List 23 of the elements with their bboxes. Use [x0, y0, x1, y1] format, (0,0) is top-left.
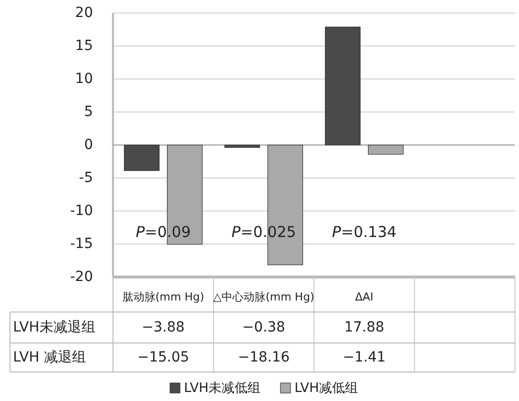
- annotation: P=0.134: [332, 223, 397, 242]
- y-tick-label: 15: [75, 38, 93, 54]
- x-tick-label: 肱动脉(mm Hg): [122, 290, 204, 303]
- legend-label: LVH减低组: [294, 380, 358, 396]
- data-label: −15.05: [137, 350, 190, 366]
- x-tick-label: ΔAI: [355, 290, 374, 303]
- text: LVH 减退组: [13, 350, 86, 366]
- y-tick-label: -5: [79, 170, 93, 186]
- y-tick-label: -15: [70, 236, 93, 252]
- y-tick-label: -20: [70, 269, 93, 285]
- legend-label: LVH未减低组: [184, 380, 260, 396]
- y-tick-label: 10: [75, 71, 93, 87]
- data-label: −3.88: [142, 320, 185, 336]
- data-label: −18.16: [238, 350, 290, 366]
- text: LVH未减退组: [13, 320, 96, 336]
- y-tick-label: 0: [84, 137, 93, 153]
- data-label: −0.38: [242, 320, 286, 336]
- y-tick-label: 20: [75, 5, 93, 21]
- data-label: −1.41: [342, 350, 386, 366]
- x-tick-label: △中心动脉(mm Hg): [213, 290, 314, 303]
- y-tick-label: -10: [70, 203, 93, 219]
- y-tick-label: 5: [84, 104, 93, 120]
- data-label: 17.88: [344, 320, 384, 336]
